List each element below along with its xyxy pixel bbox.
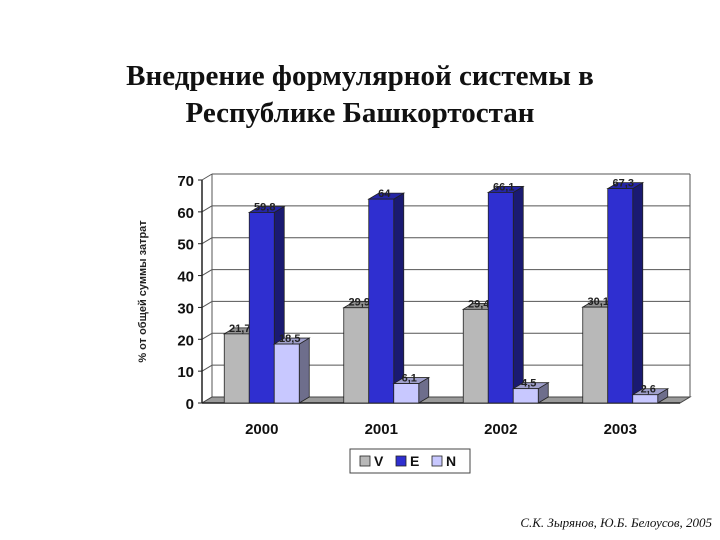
data-label-N-2002: 4,5: [521, 378, 536, 390]
data-label-E-2002: 66,1: [493, 181, 514, 193]
data-label-N-2001: 6,1: [402, 373, 417, 385]
title-line-1: Внедрение формулярной системы в: [126, 60, 594, 92]
bar-side-N-2000: [298, 337, 310, 404]
gridline-side: [201, 173, 213, 181]
bar-E-2001: [368, 198, 395, 404]
legend-label-N: N: [446, 453, 456, 469]
data-label-E-2003: 67,3: [613, 178, 634, 190]
data-label-N-2000: 18,5: [279, 333, 300, 345]
gridline-side: [201, 269, 213, 277]
bar-side-E-2003: [632, 181, 644, 404]
y-tick-label: 50: [177, 237, 194, 254]
gridline-side: [201, 332, 213, 340]
bar-E-2000: [248, 212, 275, 404]
source-caption: С.К. Зырянов, Ю.Б. Белоусов, 2005: [520, 515, 712, 530]
data-label-E-2000: 59,8: [254, 201, 275, 213]
bar-N-2001: [393, 383, 420, 404]
gridline-side: [201, 205, 213, 213]
bar-side-E-2001: [393, 192, 405, 404]
legend-swatch-N: [431, 455, 443, 467]
x-tick-label: 2001: [365, 421, 398, 438]
gridline-side: [201, 364, 213, 372]
y-tick-label: 0: [186, 396, 194, 413]
data-label-V-2002: 29,4: [468, 298, 490, 310]
x-tick-label: 2003: [604, 421, 637, 438]
bar-V-2003: [582, 306, 609, 404]
data-label-V-2001: 29,9: [349, 297, 370, 309]
legend-label-E: E: [410, 453, 419, 469]
y-tick-label: 60: [177, 205, 194, 222]
gridline-side: [201, 300, 213, 308]
y-tick-label: 10: [177, 364, 194, 381]
bar-N-2002: [512, 388, 539, 404]
data-label-V-2003: 30,1: [588, 296, 609, 308]
bar-V-2000: [223, 333, 250, 404]
y-tick-label: 40: [177, 269, 194, 286]
title-line-2: Республике Башкортостан: [185, 97, 535, 129]
gridline-side: [201, 237, 213, 245]
bar-N-2003: [632, 394, 659, 404]
bar-chart-svg: 0 10 20 30 40 50 60 70 % от общей суммы затрат 21…: [137, 173, 692, 474]
data-label-N-2003: 2,6: [641, 384, 656, 396]
bar-E-2002: [487, 192, 514, 404]
legend-swatch-E: [395, 455, 407, 467]
legend-swatch-V: [359, 455, 371, 467]
bar-N-2000: [273, 343, 300, 404]
bar-V-2002: [462, 308, 489, 404]
chart: 0 10 20 30 40 50 60 70 % от общей суммы затрат 21…: [112, 160, 712, 480]
chart-title: Внедрение формулярной системы в Республи…: [0, 58, 720, 132]
bar-V-2001: [343, 307, 370, 404]
x-tick-label: 2002: [484, 421, 517, 438]
bar-E-2003: [607, 188, 634, 404]
legend-label-V: V: [374, 453, 384, 469]
data-label-V-2000: 21,7: [229, 323, 250, 335]
y-tick-label: 30: [177, 300, 194, 317]
y-tick-label: 70: [177, 173, 194, 190]
x-tick-label: 2000: [245, 421, 278, 438]
y-axis-title: % от общей суммы затрат: [137, 220, 149, 363]
data-label-E-2001: 64: [378, 188, 391, 200]
bar-side-E-2002: [512, 185, 524, 404]
y-tick-label: 20: [177, 332, 194, 349]
